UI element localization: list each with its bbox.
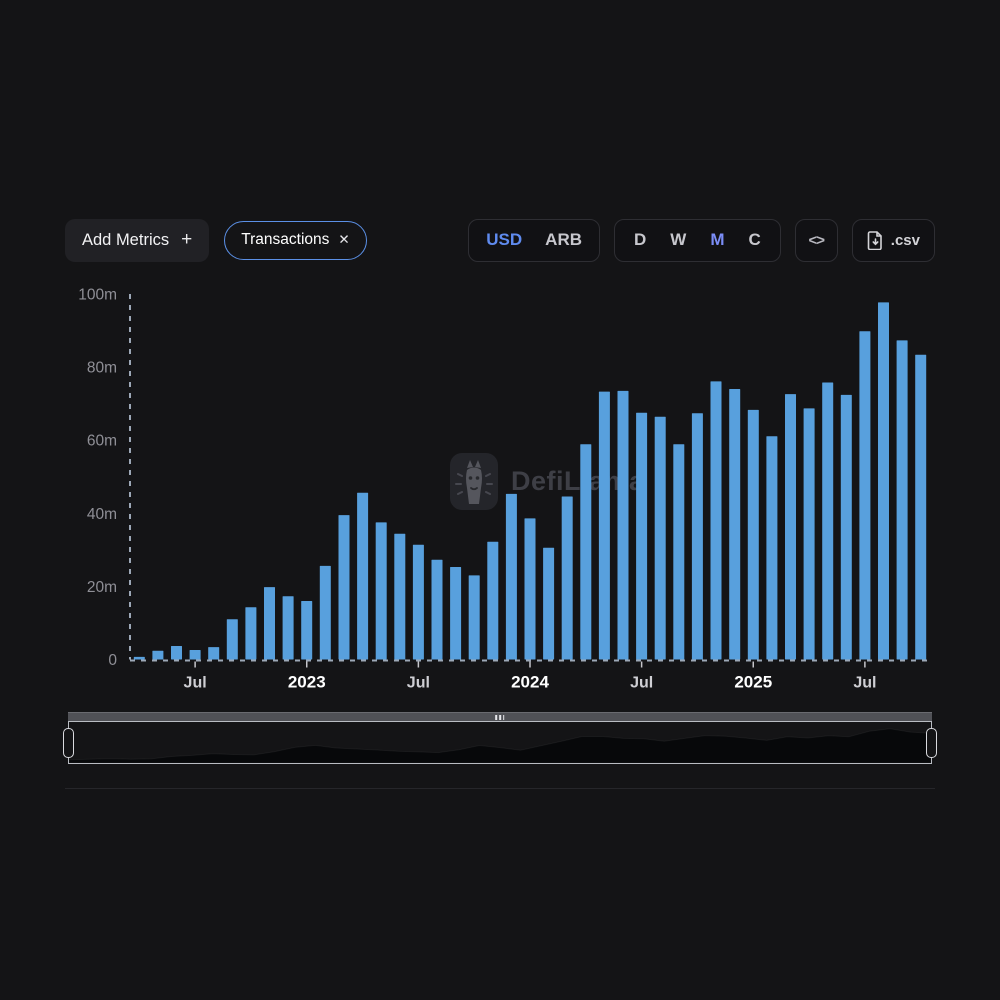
- bar[interactable]: [673, 444, 685, 660]
- bar[interactable]: [691, 413, 703, 660]
- chart-canvas: 0 20m 40m 60m 80m 100m Jul 2023 Jul 2024 Jul 2025 Ju…: [78, 287, 930, 692]
- bar[interactable]: [133, 656, 145, 660]
- bar[interactable]: [729, 389, 741, 660]
- x-axis-label: 2024: [511, 673, 549, 692]
- time-range-brush: [63, 712, 937, 765]
- x-axis-label: Jul: [630, 675, 653, 692]
- bar[interactable]: [208, 647, 220, 660]
- interval-option-weekly[interactable]: W: [670, 230, 687, 249]
- bar[interactable]: [487, 541, 499, 660]
- bar[interactable]: [859, 331, 871, 660]
- bar[interactable]: [226, 619, 238, 660]
- currency-option-arb[interactable]: ARB: [545, 230, 583, 249]
- csv-download-icon: [867, 230, 882, 250]
- transactions-bar-chart[interactable]: 0 20m 40m 60m 80m 100m Jul 2023 Jul 2024 Jul 2025 Ju…: [65, 280, 935, 710]
- add-metrics-label: Add Metrics: [82, 230, 170, 249]
- embed-code-icon: <>: [808, 231, 826, 249]
- interval-option-cumulative[interactable]: C: [748, 230, 761, 249]
- bar[interactable]: [282, 596, 294, 660]
- bar[interactable]: [543, 547, 555, 660]
- bar[interactable]: [505, 493, 517, 660]
- bar[interactable]: [394, 533, 406, 660]
- bar[interactable]: [431, 559, 443, 660]
- y-axis-label: 20m: [87, 579, 117, 596]
- bar[interactable]: [561, 496, 573, 660]
- y-axis-label: 100m: [78, 287, 117, 304]
- bar[interactable]: [319, 565, 331, 660]
- close-icon[interactable]: ✕: [338, 232, 350, 247]
- bar[interactable]: [357, 492, 369, 660]
- toolbar: Add Metrics + Transactions ✕ USD ARB D W…: [65, 218, 935, 262]
- bar[interactable]: [747, 409, 759, 660]
- currency-toggle: USD ARB: [468, 218, 601, 262]
- currency-option-usd[interactable]: USD: [486, 230, 523, 249]
- y-axis-label: 60m: [87, 433, 117, 450]
- interval-option-daily[interactable]: D: [634, 230, 647, 249]
- bar[interactable]: [450, 567, 462, 660]
- bar[interactable]: [301, 601, 313, 660]
- bar[interactable]: [152, 650, 164, 660]
- bar[interactable]: [710, 381, 722, 660]
- bar[interactable]: [915, 354, 927, 660]
- bar[interactable]: [785, 394, 796, 660]
- x-axis-label: 2023: [288, 673, 326, 692]
- y-axis-label: 0: [108, 652, 117, 669]
- bar[interactable]: [896, 340, 908, 660]
- bar[interactable]: [878, 302, 889, 660]
- bar[interactable]: [245, 607, 257, 660]
- bar[interactable]: [636, 412, 648, 660]
- bar[interactable]: [580, 444, 592, 660]
- watermark: DefiLlama: [450, 453, 645, 510]
- brush-grip-icon[interactable]: [494, 715, 506, 720]
- defillama-llama-icon: [450, 453, 498, 510]
- interval-toggle: D W M C: [614, 218, 781, 262]
- bar[interactable]: [598, 391, 610, 660]
- brush-minimap: [69, 728, 931, 763]
- csv-label: .csv: [890, 231, 920, 249]
- bar[interactable]: [171, 646, 182, 660]
- bar[interactable]: [654, 416, 666, 660]
- bar[interactable]: [822, 382, 834, 660]
- bar[interactable]: [840, 394, 852, 660]
- bar[interactable]: [524, 518, 536, 660]
- y-axis-label: 40m: [87, 506, 117, 523]
- x-axis-label: 2025: [734, 673, 772, 692]
- bar[interactable]: [617, 390, 629, 660]
- section-divider: [65, 788, 935, 789]
- bar[interactable]: [375, 522, 387, 660]
- metric-pill-transactions[interactable]: Transactions ✕: [224, 220, 367, 260]
- bar[interactable]: [264, 587, 275, 660]
- bar[interactable]: [766, 436, 778, 660]
- bar[interactable]: [803, 408, 815, 660]
- interval-option-monthly[interactable]: M: [710, 230, 725, 249]
- brush-window[interactable]: [63, 721, 937, 764]
- brush-rail[interactable]: [68, 712, 932, 721]
- add-metrics-button[interactable]: Add Metrics +: [65, 218, 210, 262]
- download-csv-button[interactable]: .csv: [851, 218, 935, 262]
- brush-handle-right[interactable]: [926, 727, 937, 758]
- x-axis-label: Jul: [853, 675, 876, 692]
- bar[interactable]: [412, 544, 424, 660]
- y-axis-label: 80m: [87, 360, 117, 377]
- metric-pill-label: Transactions: [241, 231, 330, 248]
- bar[interactable]: [468, 575, 480, 660]
- brush-handle-left[interactable]: [63, 727, 74, 758]
- x-axis-label: Jul: [184, 675, 207, 692]
- bar[interactable]: [338, 515, 350, 660]
- plus-icon: +: [181, 229, 193, 250]
- embed-button[interactable]: <>: [794, 218, 838, 262]
- bar[interactable]: [189, 650, 201, 660]
- x-axis-label: Jul: [407, 675, 430, 692]
